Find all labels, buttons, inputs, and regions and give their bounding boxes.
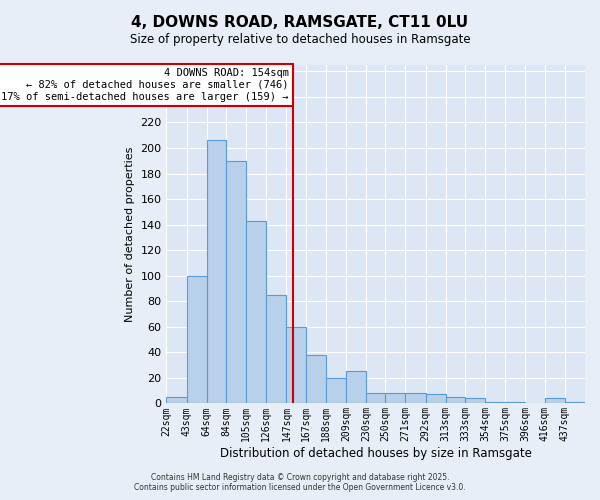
Text: 4 DOWNS ROAD: 154sqm
← 82% of detached houses are smaller (746)
17% of semi-deta: 4 DOWNS ROAD: 154sqm ← 82% of detached h… xyxy=(1,68,289,102)
Bar xyxy=(305,355,326,404)
Bar xyxy=(187,276,206,404)
Text: 4, DOWNS ROAD, RAMSGATE, CT11 0LU: 4, DOWNS ROAD, RAMSGATE, CT11 0LU xyxy=(131,15,469,30)
Bar xyxy=(565,402,585,404)
Bar xyxy=(505,402,526,404)
Bar xyxy=(545,398,565,404)
Bar xyxy=(366,393,385,404)
Bar xyxy=(206,140,226,404)
Bar xyxy=(425,394,446,404)
Bar xyxy=(465,398,485,404)
Bar xyxy=(166,397,187,404)
Text: Contains HM Land Registry data © Crown copyright and database right 2025.
Contai: Contains HM Land Registry data © Crown c… xyxy=(134,473,466,492)
Bar xyxy=(485,402,505,404)
Bar xyxy=(286,327,305,404)
Bar xyxy=(346,372,366,404)
Bar xyxy=(446,397,465,404)
Bar xyxy=(406,393,425,404)
X-axis label: Distribution of detached houses by size in Ramsgate: Distribution of detached houses by size … xyxy=(220,447,532,460)
Text: Size of property relative to detached houses in Ramsgate: Size of property relative to detached ho… xyxy=(130,32,470,46)
Bar xyxy=(226,161,246,404)
Bar xyxy=(326,378,346,404)
Bar xyxy=(266,295,286,404)
Bar xyxy=(246,221,266,404)
Y-axis label: Number of detached properties: Number of detached properties xyxy=(125,146,135,322)
Bar xyxy=(385,393,406,404)
